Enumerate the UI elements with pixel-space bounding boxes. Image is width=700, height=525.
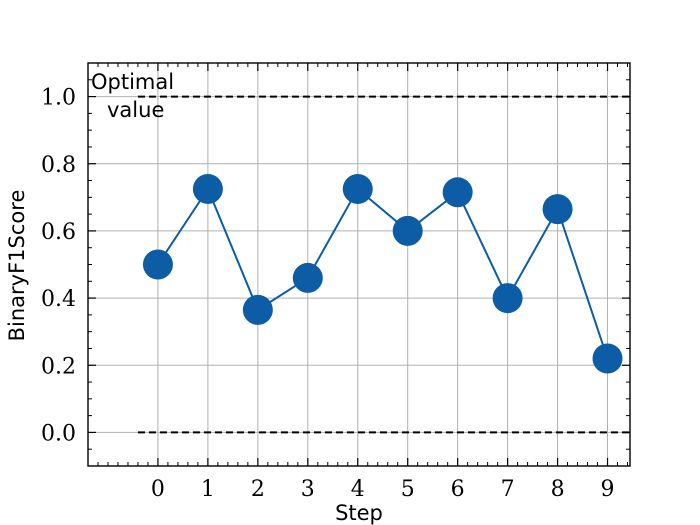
x-tick-label: 1: [201, 477, 215, 502]
y-tick-label: 0.2: [41, 354, 76, 379]
data-point: [242, 294, 273, 325]
y-tick-label: 0.4: [41, 287, 76, 312]
y-tick-label: 0.8: [41, 153, 76, 178]
x-tick-label: 0: [151, 477, 165, 502]
series: [142, 173, 623, 374]
x-axis-label: Step: [335, 501, 383, 525]
data-point: [342, 173, 373, 204]
data-point: [192, 173, 223, 204]
data-point: [142, 249, 173, 280]
x-tick-label: 6: [451, 477, 465, 502]
data-point: [542, 194, 573, 225]
axis-ticks: [88, 62, 630, 467]
grid: [88, 63, 630, 466]
reference-lines: [137, 95, 630, 434]
data-point: [442, 177, 473, 208]
y-tick-label: 0.6: [41, 220, 76, 245]
tick-labels: 0 1 2 3 4 5 6 7 8 9 0.0 0.2 0.4 0.6 0.8 1.0: [41, 86, 615, 502]
x-tick-label: 5: [401, 477, 415, 502]
x-tick-label: 9: [601, 477, 615, 502]
data-point: [492, 283, 523, 314]
y-axis-label: BinaryF1Score: [5, 190, 29, 342]
annotation-line-1: Optimal: [91, 70, 174, 94]
y-tick-label: 1.0: [41, 86, 76, 111]
x-tick-label: 4: [351, 477, 365, 502]
data-point: [392, 215, 423, 246]
data-point: [592, 343, 623, 374]
x-tick-label: 2: [251, 477, 265, 502]
series-line: [157, 186, 609, 359]
x-tick-label: 3: [301, 477, 315, 502]
y-tick-label: 0.0: [41, 421, 76, 446]
x-tick-label: 7: [501, 477, 515, 502]
annotation-line-2: value: [107, 98, 164, 122]
x-tick-label: 8: [551, 477, 565, 502]
data-point: [292, 262, 323, 293]
